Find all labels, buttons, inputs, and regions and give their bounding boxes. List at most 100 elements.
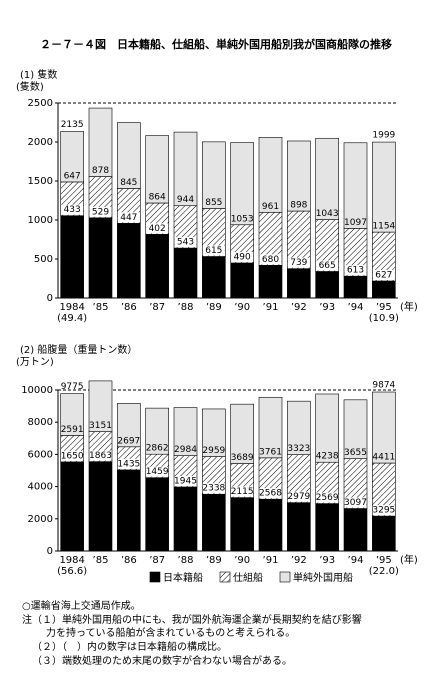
value-label: 855 (205, 198, 222, 208)
label-bg (372, 505, 395, 516)
category-note: (49.4) (57, 313, 87, 324)
value-label: 1863 (89, 451, 112, 461)
value-label: 3655 (344, 448, 367, 458)
y-tick-label: 1000 (28, 215, 53, 226)
subtitle: (2) 船腹量（重量トン数） (20, 343, 137, 356)
legend-swatch (219, 571, 231, 583)
x-tick-label: ’90 (234, 555, 250, 566)
value-label: 2591 (61, 425, 84, 435)
value-label: 1435 (117, 459, 140, 469)
value-label: 2168 (372, 540, 395, 550)
value-label: 878 (92, 166, 109, 176)
y-tick-label: 4000 (28, 482, 53, 493)
legend-swatch (149, 571, 161, 583)
y-tick-label: 6000 (28, 449, 53, 460)
value-label: 2945 (316, 540, 339, 550)
value-label: 529 (92, 207, 109, 217)
note: （２）（ ）内の数字は日本籍船の構成比。 (32, 640, 227, 653)
x-tick-label: ’90 (234, 302, 250, 313)
value-label: 490 (234, 252, 251, 262)
value-label: 447 (120, 213, 137, 223)
bar-segment (315, 137, 339, 220)
y-tick-label: 0 (47, 293, 53, 304)
x-axis-label: (年) (400, 553, 418, 566)
value-label: 615 (205, 246, 222, 256)
value-label: 2862 (146, 444, 169, 454)
value-label: 845 (120, 178, 137, 188)
value-label: 3761 (259, 447, 282, 457)
y-axis-label: (万トン) (16, 357, 54, 368)
chart-title: ２－７－４図 日本籍船、仕組船、単純外国用船別我が国商船隊の推移 (40, 38, 392, 51)
y-tick-label: 0 (47, 546, 53, 557)
bar-segment (117, 403, 141, 448)
value-label: 1650 (61, 451, 84, 461)
value-label: 2979 (287, 492, 310, 502)
y-tick-label: 2000 (28, 137, 53, 148)
label-bg (344, 497, 367, 508)
value-label: 680 (262, 255, 279, 265)
bar-segment (372, 141, 396, 233)
value-label: 2697 (117, 436, 140, 446)
label-bg (287, 257, 310, 268)
label-bg (146, 223, 169, 234)
label-bg (89, 206, 112, 217)
note: 力を持っている船舶が含まれているものと考えられる。 (46, 626, 295, 639)
value-label: 2959 (202, 446, 225, 456)
value-label: 3295 (372, 506, 395, 516)
label-bg (202, 483, 225, 494)
value-label: 1154 (372, 222, 395, 232)
y-tick-label: 500 (34, 254, 53, 265)
value-label: 5038 (117, 540, 140, 550)
x-tick-label: ’93 (319, 555, 335, 566)
value-label: 864 (149, 192, 166, 202)
value-label: 2638 (344, 540, 367, 550)
value-label: 3151 (89, 421, 112, 431)
note: （３）端数処理のため末尾の数字が合わない場合がある。 (32, 654, 292, 667)
value-label: 898 (290, 201, 307, 211)
value-label: 1055 (61, 287, 84, 297)
x-tick-label: ’92 (291, 302, 307, 313)
value-label: 1945 (174, 476, 197, 486)
value-label: 613 (347, 266, 364, 276)
y-tick-label: 8000 (28, 417, 53, 428)
label-bg (202, 245, 225, 256)
value-label: 957 (120, 287, 137, 297)
value-label: 532 (205, 287, 222, 297)
label-bg (287, 491, 310, 502)
note: 注（１）単純外国用船の中にも、我が国外航海運企業が長期契約を結び影響 (22, 613, 362, 626)
value-label: 2569 (316, 493, 339, 503)
bar-segment (372, 391, 396, 464)
label-bg (174, 475, 197, 486)
value-label: 647 (64, 171, 81, 181)
bar-segment (173, 407, 198, 456)
value-label: 449 (234, 287, 251, 297)
legend-label: 単純外国用船 (293, 571, 353, 584)
label-bg (372, 269, 395, 280)
value-label: 280 (347, 287, 364, 297)
value-label: 4411 (372, 453, 395, 463)
value-label: 816 (149, 287, 166, 297)
value-label: 433 (64, 205, 81, 215)
note: ○運輸省海上交通局作成。 (22, 599, 141, 612)
label-bg (89, 450, 112, 461)
x-tick-label: ’87 (149, 555, 165, 566)
value-label: 1043 (316, 209, 339, 219)
label-bg (61, 204, 84, 215)
bar-segment (202, 141, 226, 209)
bar-segment (258, 137, 283, 213)
bar-segment (88, 107, 113, 177)
y-tick-label: 1500 (28, 176, 53, 187)
value-label: 3219 (259, 540, 282, 550)
value-label: 4238 (316, 452, 339, 462)
y-tick-label: 2500 (28, 98, 53, 109)
value-label: 3689 (231, 453, 254, 463)
value-label: 5551 (89, 540, 112, 550)
value-label: 3977 (174, 540, 197, 550)
total-label: 2135 (61, 120, 84, 130)
x-tick-label: ’85 (93, 555, 109, 566)
x-tick-label: ’91 (263, 302, 279, 313)
bar-segment (258, 396, 283, 459)
bar-segment (230, 142, 254, 226)
legend-label: 仕組船 (233, 571, 263, 584)
